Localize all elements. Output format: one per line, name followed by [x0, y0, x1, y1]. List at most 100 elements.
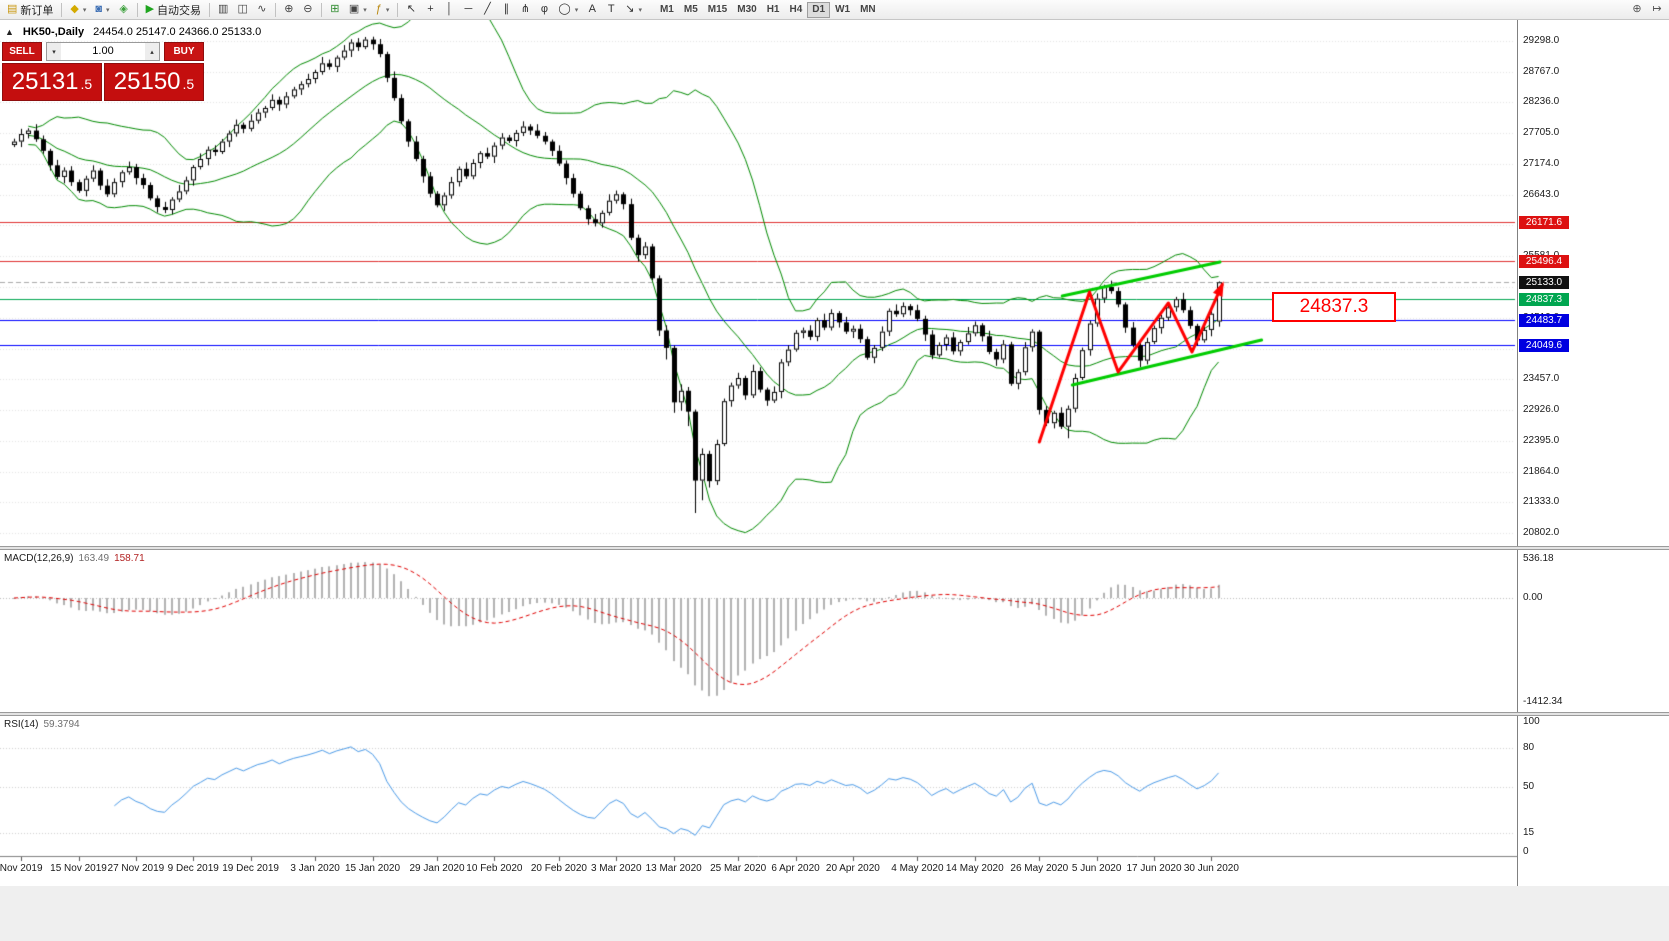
chart-window: ▲ HK50-,Daily 24454.0 25147.0 24366.0 25…: [0, 20, 1669, 886]
date-tick-label: 15 Nov 2019: [50, 863, 107, 874]
timeframe-m1-button[interactable]: M1: [655, 2, 679, 18]
sell-price-panel[interactable]: 25131.5: [2, 63, 102, 101]
bar-chart-icon[interactable]: ▥: [214, 1, 232, 18]
buy-price-panel[interactable]: 25150.5: [104, 63, 204, 101]
text-label-icon[interactable]: T: [602, 1, 620, 18]
pivot-level-scale-label: 24837.3: [1519, 293, 1569, 307]
new-order-button[interactable]: ▤ 新订单: [3, 1, 57, 18]
date-tick-label: 9 Dec 2019: [167, 863, 219, 874]
volume-input[interactable]: 1.00: [92, 45, 114, 57]
timeframe-w1-button[interactable]: W1: [830, 2, 855, 18]
one-click-trading-panel: SELL ▾ 1.00 ▴ BUY 25131.5 25150.5: [2, 42, 204, 101]
symbol-period-label: HK50-,Daily: [22, 26, 85, 38]
profiles-icon: ◙: [95, 3, 103, 15]
crosshair-icon[interactable]: +: [421, 1, 439, 18]
horizontal-line-icon: ─: [464, 3, 473, 15]
trendline-icon[interactable]: ╱: [478, 1, 496, 18]
one-click-collapse-arrow[interactable]: ▲: [5, 27, 14, 37]
volume-control: ▾ 1.00 ▴: [46, 42, 160, 61]
chevron-down-icon: ▾: [363, 6, 367, 14]
timeframe-mn-button[interactable]: MN: [855, 2, 881, 18]
price-tick-label: 22926.0: [1523, 404, 1560, 416]
indicators-icon[interactable]: ƒ ▾: [372, 1, 394, 18]
autotrading-button[interactable]: ▶ 自动交易: [142, 1, 205, 18]
search-icon: ⊕: [1632, 3, 1642, 15]
macd-panel[interactable]: [0, 550, 1515, 712]
cursor-icon[interactable]: ↖: [402, 1, 420, 18]
volume-up-button[interactable]: ▴: [145, 43, 159, 60]
price-tick-label: 29298.0: [1523, 34, 1560, 46]
shapes-icon[interactable]: ◯ ▾: [554, 1, 582, 18]
cursor-icon: ↖: [406, 3, 417, 15]
andrews-pitchfork-icon[interactable]: ⋔: [516, 1, 534, 18]
toolbar-separator: [397, 2, 399, 17]
candlestick-chart-icon[interactable]: ◫: [233, 1, 251, 18]
new-chart-icon[interactable]: ▣ ▾: [345, 1, 371, 18]
chart-shift-icon[interactable]: ↦: [1648, 1, 1666, 18]
timeframe-h1-button[interactable]: H1: [762, 2, 785, 18]
price-chart-canvas[interactable]: [0, 20, 1517, 886]
arrows-icon[interactable]: ↘ ▾: [621, 1, 646, 18]
timeframe-d1-button[interactable]: D1: [807, 1, 831, 18]
date-tick-label: 19 Dec 2019: [222, 863, 279, 874]
support-level-2-scale-label: 24049.6: [1519, 338, 1569, 352]
rsi-label: RSI(14) 59.3794: [4, 719, 80, 730]
new-order-button-label: 新订单: [20, 4, 54, 17]
zoom-out-icon: ⊖: [303, 3, 313, 15]
price-tick-label: 26643.0: [1523, 188, 1560, 200]
buy-price-frac: .5: [182, 76, 195, 92]
tile-windows-icon[interactable]: ⊞: [326, 1, 344, 18]
toolbar-separator: [274, 2, 276, 17]
chevron-down-icon: ▾: [638, 6, 642, 14]
timeframe-m5-button[interactable]: M5: [679, 2, 703, 18]
charts-dropdown-icon[interactable]: ◆ ▾: [66, 1, 90, 18]
timeframe-m15-button[interactable]: M15: [703, 2, 732, 18]
price-tick-label: 27705.0: [1523, 127, 1560, 139]
vertical-line-icon[interactable]: │: [440, 1, 458, 18]
zoom-out-icon[interactable]: ⊖: [299, 1, 317, 18]
panel-separator-rsi[interactable]: [0, 712, 1669, 716]
volume-down-button[interactable]: ▾: [47, 43, 61, 60]
rsi-name: RSI(14): [4, 719, 39, 730]
line-chart-icon[interactable]: ∿: [253, 1, 271, 18]
new-chart-icon: ▣: [348, 3, 360, 15]
buy-button[interactable]: BUY: [164, 42, 204, 61]
date-tick-label: 20 Feb 2020: [530, 863, 587, 874]
fibonacci-icon[interactable]: φ: [535, 1, 553, 18]
zoom-in-icon: ⊕: [284, 3, 294, 15]
date-tick-label: 15 Jan 2020: [344, 863, 401, 874]
autotrading-button: ▶: [145, 3, 155, 15]
rsi-tick-label: 15: [1523, 826, 1535, 838]
main-chart-panel[interactable]: [0, 20, 1515, 546]
zoom-in-icon[interactable]: ⊕: [280, 1, 298, 18]
date-tick-label: 4 May 2020: [891, 863, 944, 874]
price-annotation-box[interactable]: 24837.3: [1272, 292, 1396, 322]
equidistant-channel-icon[interactable]: ∥: [497, 1, 515, 18]
horizontal-line-icon[interactable]: ─: [459, 1, 477, 18]
arrows-icon: ↘: [625, 3, 635, 15]
profiles-icon[interactable]: ◙ ▾: [91, 1, 113, 18]
price-tick-label: 20802.0: [1523, 527, 1560, 539]
macd-name: MACD(12,26,9): [4, 553, 74, 564]
timeframe-m30-button[interactable]: M30: [732, 2, 761, 18]
toolbar-separator: [209, 2, 211, 17]
candlestick-chart-icon: ◫: [237, 3, 248, 15]
text-label-icon: T: [607, 3, 615, 15]
metaeditor-icon[interactable]: ◈: [115, 1, 133, 18]
price-tick-label: 21333.0: [1523, 496, 1560, 508]
chevron-down-icon: ▾: [82, 6, 87, 14]
indicators-icon: ƒ: [375, 3, 382, 15]
buy-price-main: 25150: [113, 68, 181, 95]
charts-dropdown-icon: ◆: [70, 3, 79, 15]
timeframe-h4-button[interactable]: H4: [784, 2, 807, 18]
rsi-panel[interactable]: [0, 716, 1515, 856]
panel-separator-macd[interactable]: [0, 546, 1669, 550]
shapes-icon: ◯: [558, 3, 571, 15]
date-tick-label: 30 Jun 2020: [1183, 863, 1239, 874]
text-ic[interactable]: A: [583, 1, 601, 18]
rsi-tick-label: 100: [1523, 716, 1540, 727]
search-icon[interactable]: ⊕: [1628, 1, 1646, 18]
resistance-level-2-scale-label: 25496.4: [1519, 255, 1569, 269]
sell-button[interactable]: SELL: [2, 42, 42, 61]
price-scale[interactable]: 29298.0 28767.0 28236.0 27705.0 27174.0 26643…: [1517, 20, 1669, 886]
